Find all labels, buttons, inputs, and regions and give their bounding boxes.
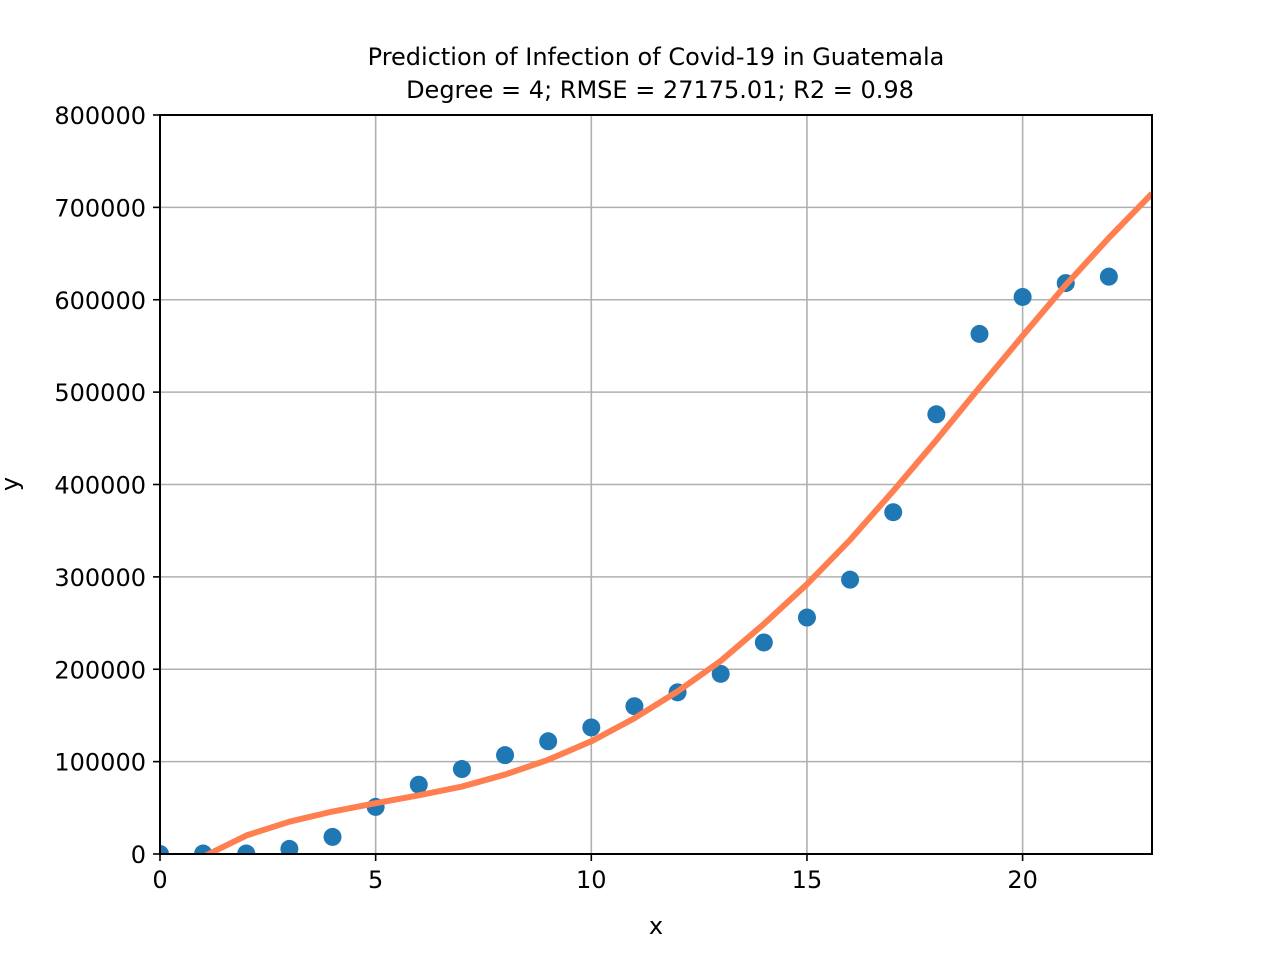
y-tick-label: 100000 <box>54 749 146 777</box>
data-point <box>841 570 860 589</box>
data-point <box>160 845 169 854</box>
x-tick-label: 0 <box>152 866 167 894</box>
y-tick-label: 300000 <box>54 564 146 592</box>
data-point <box>625 697 644 716</box>
data-point <box>1099 267 1118 286</box>
chart-title: Prediction of Infection of Covid-19 in G… <box>368 43 945 71</box>
data-point <box>582 718 601 737</box>
data-point <box>1013 287 1032 306</box>
data-point <box>496 746 515 765</box>
data-point <box>711 664 730 683</box>
y-tick-label: 400000 <box>54 472 146 500</box>
data-point <box>797 608 816 627</box>
ticks: 0 5 10 15 20 0 100000 200000 300000 400000 500000 6… <box>54 102 1038 894</box>
data-point <box>970 324 989 343</box>
plot-area <box>160 191 1152 854</box>
data-point <box>409 775 428 794</box>
data-point <box>452 760 471 779</box>
y-tick-label: 700000 <box>54 194 146 222</box>
chart-subtitle: Degree = 4; RMSE = 27175.01; R2 = 0.98 <box>406 76 914 104</box>
x-tick-label: 5 <box>368 866 383 894</box>
data-point <box>323 827 342 846</box>
x-tick-label: 20 <box>1007 866 1038 894</box>
x-tick-label: 15 <box>792 866 823 894</box>
data-point <box>280 839 299 854</box>
y-axis-label: y <box>0 477 24 491</box>
data-point <box>754 633 773 652</box>
y-tick-label: 0 <box>131 841 146 869</box>
y-tick-label: 500000 <box>54 379 146 407</box>
axes-frame <box>159 114 1153 855</box>
data-point <box>539 732 558 751</box>
data-point <box>884 503 903 522</box>
fit-line <box>201 191 1152 854</box>
data-point <box>237 844 256 854</box>
y-tick-label: 800000 <box>54 102 146 130</box>
x-tick-label: 10 <box>576 866 607 894</box>
x-axis-label: x <box>649 912 663 940</box>
y-tick-label: 600000 <box>54 287 146 315</box>
data-point <box>927 405 946 424</box>
y-tick-label: 200000 <box>54 656 146 684</box>
